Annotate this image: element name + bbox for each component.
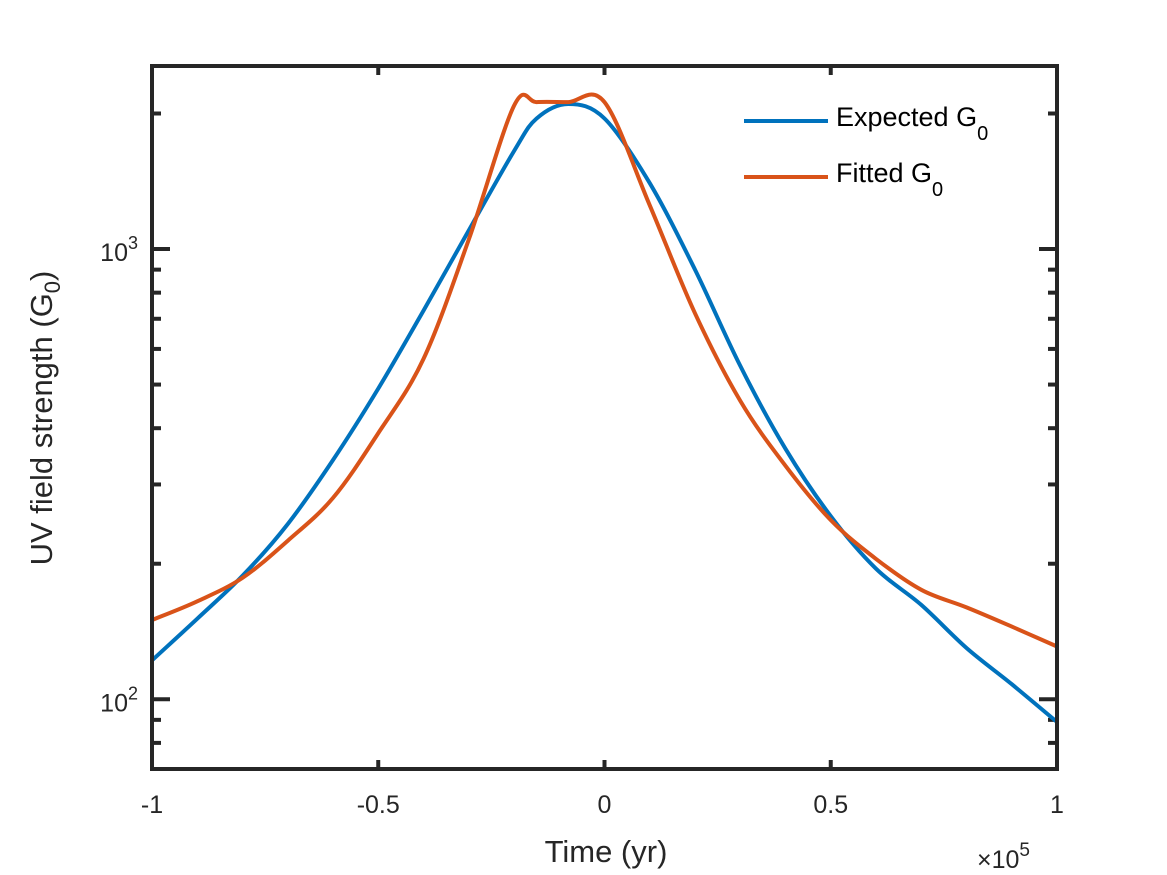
legend-expected-sub: 0 bbox=[977, 123, 988, 145]
y-tick-power: 3 bbox=[128, 233, 138, 253]
x-tick-label: -1 bbox=[141, 791, 163, 819]
y-tick-base: 10 bbox=[100, 689, 128, 717]
legend-label-expected: Expected G0 bbox=[836, 102, 988, 145]
y-title-main: UV field strength (G bbox=[24, 293, 59, 565]
x-axis-title: Time (yr) bbox=[545, 834, 668, 869]
y-tick-base: 10 bbox=[100, 239, 128, 267]
legend-fitted-sub: 0 bbox=[932, 179, 943, 201]
x-tick-label: 1 bbox=[1050, 791, 1064, 819]
x-tick-label: 0.5 bbox=[813, 791, 848, 819]
legend: Expected G0 Fitted G0 bbox=[744, 102, 988, 201]
y-tick-label: 102 bbox=[100, 683, 138, 717]
y-title-sub: 0 bbox=[40, 281, 65, 293]
x-tick-label: 0 bbox=[598, 791, 612, 819]
legend-fitted-main: Fitted G bbox=[836, 158, 932, 188]
x-exponent-prefix: ×10 bbox=[977, 846, 1019, 874]
series-lines bbox=[150, 92, 1059, 724]
plot-frame bbox=[150, 64, 1059, 771]
legend-label-fitted: Fitted G0 bbox=[836, 158, 943, 201]
plot-background bbox=[152, 66, 1057, 769]
legend-expected-main: Expected G bbox=[836, 102, 977, 132]
y-tick-power: 2 bbox=[128, 683, 138, 703]
y-tick-label: 103 bbox=[100, 233, 138, 267]
x-axis-exponent: ×105 bbox=[977, 840, 1030, 874]
x-tick-label: -0.5 bbox=[357, 791, 400, 819]
series-line-fitted bbox=[151, 92, 1058, 649]
y-title-close: ) bbox=[24, 271, 59, 281]
series-line-expected bbox=[150, 102, 1059, 724]
y-axis-title: UV field strength (G0) bbox=[24, 271, 65, 566]
x-exponent-power: 5 bbox=[1019, 840, 1030, 861]
